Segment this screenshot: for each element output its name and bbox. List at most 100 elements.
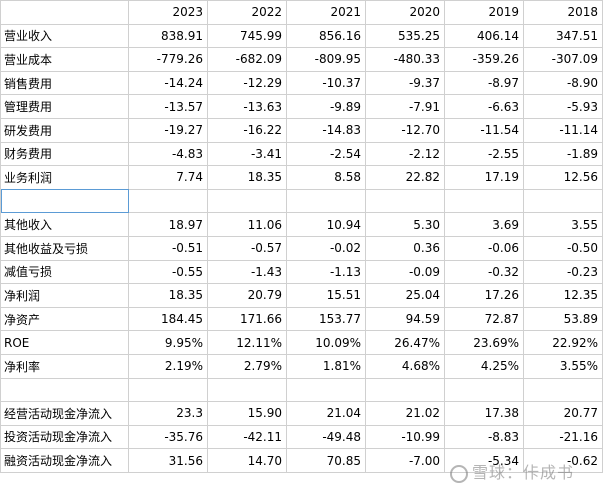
value-cell[interactable]: -35.76: [128, 424, 208, 450]
value-cell[interactable]: 22.82: [365, 165, 445, 190]
value-cell[interactable]: 11.06: [207, 212, 287, 237]
value-cell[interactable]: 10.94: [286, 212, 366, 237]
value-cell[interactable]: 856.16: [286, 23, 366, 49]
value-cell[interactable]: 17.26: [444, 283, 524, 308]
value-cell[interactable]: [286, 188, 366, 214]
value-cell[interactable]: -2.55: [444, 141, 524, 167]
year-header[interactable]: 2022: [207, 0, 287, 25]
row-label-cell[interactable]: 管理费用: [0, 94, 129, 119]
value-cell[interactable]: 10.09%: [286, 330, 366, 355]
row-label-cell[interactable]: ROE: [0, 330, 129, 355]
value-cell[interactable]: [523, 377, 603, 403]
row-label-cell[interactable]: 财务费用: [0, 141, 129, 167]
value-cell[interactable]: 70.85: [286, 448, 366, 473]
value-cell[interactable]: 18.35: [128, 283, 208, 308]
row-label-cell[interactable]: 营业成本: [0, 47, 129, 72]
row-label-cell[interactable]: 净利润: [0, 283, 129, 308]
value-cell[interactable]: -10.99: [365, 424, 445, 450]
value-cell[interactable]: 12.35: [523, 283, 603, 308]
value-cell[interactable]: 31.56: [128, 448, 208, 473]
value-cell[interactable]: 2.79%: [207, 353, 287, 379]
value-cell[interactable]: 20.79: [207, 283, 287, 308]
value-cell[interactable]: 535.25: [365, 23, 445, 49]
row-label-cell[interactable]: 销售费用: [0, 70, 129, 96]
value-cell[interactable]: -1.13: [286, 259, 366, 285]
value-cell[interactable]: 17.19: [444, 165, 524, 190]
value-cell[interactable]: 1.81%: [286, 353, 366, 379]
value-cell[interactable]: -0.57: [207, 235, 287, 261]
value-cell[interactable]: -8.97: [444, 70, 524, 96]
value-cell[interactable]: 9.95%: [128, 330, 208, 355]
value-cell[interactable]: -0.50: [523, 235, 603, 261]
value-cell[interactable]: -0.09: [365, 259, 445, 285]
value-cell[interactable]: -3.41: [207, 141, 287, 167]
value-cell[interactable]: 21.04: [286, 401, 366, 426]
value-cell[interactable]: 3.55%: [523, 353, 603, 379]
row-label-cell[interactable]: 研发费用: [0, 117, 129, 143]
value-cell[interactable]: -2.54: [286, 141, 366, 167]
value-cell[interactable]: -21.16: [523, 424, 603, 450]
value-cell[interactable]: -12.70: [365, 117, 445, 143]
value-cell[interactable]: -0.55: [128, 259, 208, 285]
value-cell[interactable]: [444, 377, 524, 403]
value-cell[interactable]: 838.91: [128, 23, 208, 49]
value-cell[interactable]: 184.45: [128, 306, 208, 332]
value-cell[interactable]: 406.14: [444, 23, 524, 49]
value-cell[interactable]: 22.92%: [523, 330, 603, 355]
value-cell[interactable]: -0.23: [523, 259, 603, 285]
value-cell[interactable]: 14.70: [207, 448, 287, 473]
value-cell[interactable]: -9.37: [365, 70, 445, 96]
value-cell[interactable]: 8.58: [286, 165, 366, 190]
value-cell[interactable]: 2.19%: [128, 353, 208, 379]
row-label-cell[interactable]: 其他收益及亏损: [0, 235, 129, 261]
row-label-cell[interactable]: 净利率: [0, 353, 129, 379]
value-cell[interactable]: [444, 188, 524, 214]
year-header[interactable]: 2019: [444, 0, 524, 25]
row-label-cell[interactable]: [0, 188, 129, 214]
value-cell[interactable]: -1.43: [207, 259, 287, 285]
value-cell[interactable]: 17.38: [444, 401, 524, 426]
value-cell[interactable]: 21.02: [365, 401, 445, 426]
value-cell[interactable]: 3.55: [523, 212, 603, 237]
value-cell[interactable]: [365, 377, 445, 403]
value-cell[interactable]: -11.54: [444, 117, 524, 143]
value-cell[interactable]: 0.36: [365, 235, 445, 261]
year-header[interactable]: 2023: [128, 0, 208, 25]
value-cell[interactable]: -480.33: [365, 47, 445, 72]
value-cell[interactable]: -19.27: [128, 117, 208, 143]
value-cell[interactable]: -12.29: [207, 70, 287, 96]
value-cell[interactable]: [128, 188, 208, 214]
value-cell[interactable]: -0.02: [286, 235, 366, 261]
value-cell[interactable]: -7.91: [365, 94, 445, 119]
value-cell[interactable]: 745.99: [207, 23, 287, 49]
value-cell[interactable]: 4.68%: [365, 353, 445, 379]
value-cell[interactable]: [207, 188, 287, 214]
value-cell[interactable]: -809.95: [286, 47, 366, 72]
value-cell[interactable]: [286, 377, 366, 403]
value-cell[interactable]: -2.12: [365, 141, 445, 167]
value-cell[interactable]: -359.26: [444, 47, 524, 72]
value-cell[interactable]: 12.56: [523, 165, 603, 190]
value-cell[interactable]: 94.59: [365, 306, 445, 332]
value-cell[interactable]: -16.22: [207, 117, 287, 143]
value-cell[interactable]: -307.09: [523, 47, 603, 72]
year-header[interactable]: 2018: [523, 0, 603, 25]
value-cell[interactable]: -9.89: [286, 94, 366, 119]
row-label-cell[interactable]: [0, 377, 129, 403]
row-label-cell[interactable]: 减值亏损: [0, 259, 129, 285]
value-cell[interactable]: -6.63: [444, 94, 524, 119]
value-cell[interactable]: -7.00: [365, 448, 445, 473]
value-cell[interactable]: -5.93: [523, 94, 603, 119]
value-cell[interactable]: 347.51: [523, 23, 603, 49]
value-cell[interactable]: 18.35: [207, 165, 287, 190]
year-header[interactable]: 2020: [365, 0, 445, 25]
value-cell[interactable]: -4.83: [128, 141, 208, 167]
value-cell[interactable]: 153.77: [286, 306, 366, 332]
row-label-cell[interactable]: 其他收入: [0, 212, 129, 237]
value-cell[interactable]: 53.89: [523, 306, 603, 332]
row-label-cell[interactable]: 业务利润: [0, 165, 129, 190]
value-cell[interactable]: -14.83: [286, 117, 366, 143]
value-cell[interactable]: 15.51: [286, 283, 366, 308]
value-cell[interactable]: 23.69%: [444, 330, 524, 355]
value-cell[interactable]: 3.69: [444, 212, 524, 237]
